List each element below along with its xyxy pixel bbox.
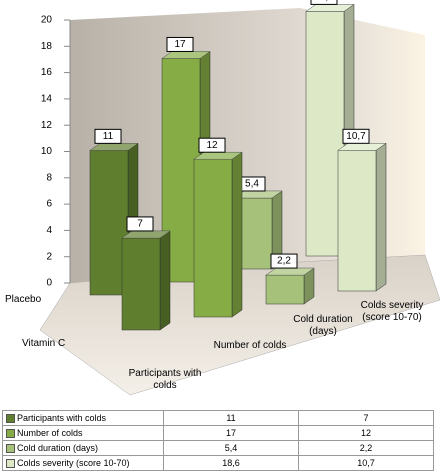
- bar-front: [265, 274, 305, 305]
- value-label: 7: [137, 219, 143, 230]
- table-cell: 18,6: [163, 455, 299, 471]
- y-tick-label: 10: [41, 146, 53, 157]
- bar-side-shade: [160, 230, 170, 330]
- bar-front: [305, 11, 345, 257]
- bar-top: [89, 143, 139, 151]
- series-axis-label: Number of colds: [213, 340, 287, 351]
- table-cell: 17: [163, 425, 299, 441]
- table-row: Colds severity (score 10-70) 18,6 10,7: [2, 455, 434, 471]
- data-table: Participants with colds 11 7 Number of cold…: [2, 410, 434, 471]
- table-cell: 7: [298, 410, 434, 426]
- bar-top: [305, 4, 355, 12]
- bar-top-light: [194, 152, 242, 160]
- series-axis-label: Colds severity (score 10-70): [360, 300, 424, 323]
- bar-top-light: [90, 143, 138, 151]
- value-label: 5,4: [245, 179, 259, 190]
- bar-side-shade: [272, 190, 282, 269]
- legend-swatch: [6, 414, 15, 424]
- bar: [121, 230, 171, 331]
- value-label-box: [310, 0, 338, 5]
- bar-front: [193, 158, 233, 318]
- bar-top-light: [162, 51, 210, 59]
- table-cell: 10,7: [298, 455, 434, 471]
- bar-top: [337, 143, 387, 151]
- value-label-box: [166, 36, 194, 52]
- legend-swatch: [6, 459, 15, 469]
- chart: 0 2 4 6 8 10 12 14 16 18 20 18,6 5,4 17 11 10,7 2,2 12 7: [39, 0, 440, 396]
- bar-top: [265, 267, 315, 276]
- row-header: Number of colds: [2, 425, 164, 441]
- bar-front: [121, 237, 161, 331]
- value-label: 11: [103, 131, 114, 142]
- y-tick-label: 14: [41, 94, 53, 105]
- table-row: Number of colds 17 12: [2, 425, 434, 441]
- y-tick-label: 20: [41, 15, 53, 26]
- row-header: Participants with colds: [2, 410, 164, 426]
- table-row: Cold duration (days) 5,4 2,2: [2, 440, 434, 456]
- table-cell: 11: [163, 410, 299, 426]
- value-label: 18,6: [314, 0, 334, 3]
- bar-side-shade: [304, 268, 314, 304]
- series-axis-label: Participants with colds: [128, 368, 202, 391]
- bar-top-light: [234, 190, 282, 198]
- depth-axis-label: Placebo: [5, 294, 42, 305]
- y-tick-label: 4: [46, 225, 52, 236]
- y-tick-label: 12: [41, 120, 53, 131]
- legend-swatch: [6, 429, 15, 439]
- bar-side-shade: [376, 143, 386, 291]
- table-cell: 5,4: [163, 440, 299, 456]
- bar: [193, 151, 243, 318]
- row-header: Colds severity (score 10-70): [2, 455, 164, 471]
- bar-top: [121, 230, 171, 239]
- bar: [265, 267, 315, 305]
- legend-label: Participants with colds: [17, 412, 107, 423]
- table-cell: 2,2: [298, 440, 434, 456]
- legend-label: Cold duration (days): [17, 442, 99, 453]
- value-label: 17: [174, 39, 186, 50]
- bar: [337, 142, 387, 292]
- bar-top: [161, 51, 211, 59]
- y-tick-label: 18: [41, 41, 53, 52]
- bar-side-shade: [232, 152, 242, 317]
- bar-top-light: [266, 268, 314, 276]
- row-header: Cold duration (days): [2, 440, 164, 456]
- value-label: 10,7: [346, 131, 366, 142]
- bar-top-light: [338, 143, 386, 151]
- y-tick-label: 8: [46, 172, 52, 183]
- series-axis-label: Cold duration (days): [293, 314, 353, 337]
- value-label-box: [270, 253, 298, 269]
- value-label-box: [94, 128, 122, 144]
- bar-top-light: [306, 4, 354, 12]
- value-label: 2,2: [277, 256, 291, 267]
- table-row: Participants with colds 11 7: [2, 410, 434, 426]
- legend-swatch: [6, 444, 15, 454]
- value-label-box: [342, 128, 370, 144]
- legend-label: Number of colds: [17, 427, 83, 438]
- y-tick-label: 0: [46, 278, 52, 289]
- bar-front: [337, 150, 377, 292]
- legend-label: Colds severity (score 10-70): [17, 457, 130, 468]
- y-tick-label: 6: [46, 199, 52, 210]
- y-tick-label: 16: [41, 67, 53, 78]
- value-label-box: [198, 137, 226, 153]
- bar-top: [193, 151, 243, 160]
- depth-axis-label: Vitamin C: [22, 338, 66, 349]
- bar-top-light: [122, 230, 170, 238]
- value-label: 12: [206, 140, 218, 151]
- table-cell: 12: [298, 425, 434, 441]
- bar-front: [89, 150, 129, 296]
- y-tick-label: 2: [46, 251, 52, 262]
- value-label-box: [126, 216, 154, 232]
